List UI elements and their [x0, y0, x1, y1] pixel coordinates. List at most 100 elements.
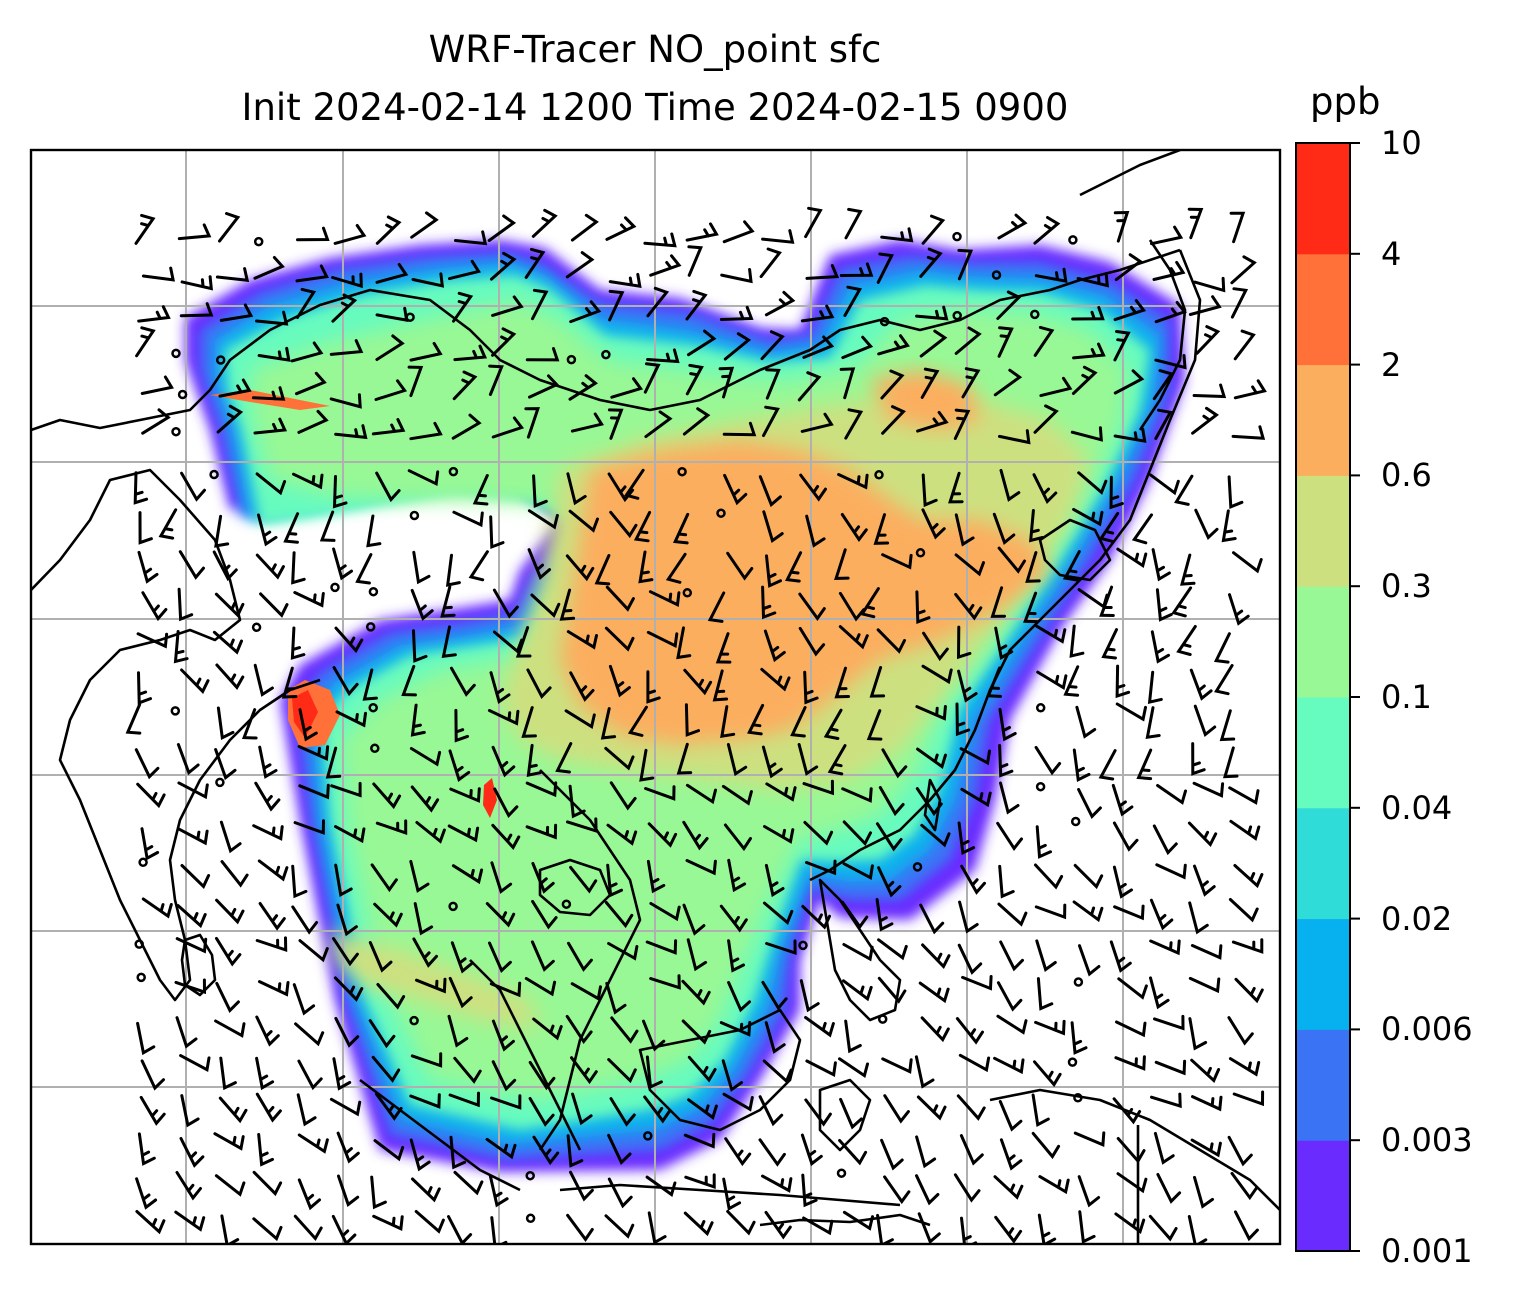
calm-wind-marker [136, 972, 146, 983]
wind-barb [255, 310, 289, 326]
wind-barb [441, 625, 457, 659]
wind-barb [255, 1015, 280, 1047]
wind-barb [1115, 664, 1131, 699]
wind-barb [1152, 824, 1178, 856]
wind-barb [531, 288, 549, 321]
wind-barb [998, 1100, 1023, 1132]
wind-barb [842, 820, 872, 847]
wind-barb [255, 553, 285, 580]
wind-barb [532, 474, 548, 508]
wind-barb [525, 823, 558, 840]
wind-barb [257, 513, 278, 547]
wind-barb [1154, 354, 1187, 370]
wind-barb [566, 472, 587, 506]
wind-barb [368, 941, 393, 973]
wind-barb [719, 305, 754, 321]
wind-barb [136, 632, 169, 649]
wind-barb [609, 510, 638, 539]
wind-barb [672, 512, 690, 545]
wind-barb [1190, 1058, 1221, 1084]
wind-barb [915, 705, 947, 721]
wind-barb [531, 899, 558, 930]
wind-barb [608, 272, 642, 289]
wind-barb [528, 374, 560, 399]
wind-barb [1114, 1212, 1146, 1235]
calm-wind-marker [405, 312, 415, 322]
wind-barb [840, 513, 868, 542]
wind-barb [568, 784, 586, 819]
wind-barb [179, 1054, 211, 1073]
wind-barb [759, 247, 782, 279]
wind-barb [914, 1055, 935, 1089]
wind-barb [762, 1059, 793, 1084]
wind-barb [722, 220, 755, 244]
calm-wind-marker [561, 899, 572, 909]
calm-wind-marker [682, 588, 693, 598]
wind-barb [1154, 408, 1173, 440]
calm-wind-marker [171, 348, 181, 359]
wind-barb [1071, 365, 1098, 395]
wind-barb [834, 666, 850, 699]
wind-barb [920, 1016, 950, 1043]
wind-barb [649, 974, 681, 990]
wind-barb [1193, 276, 1226, 293]
wind-barb [297, 1059, 323, 1091]
wind-barb [684, 1173, 716, 1189]
wind-barb [569, 671, 595, 702]
wind-barb [1191, 1095, 1223, 1112]
wind-barb [401, 664, 417, 697]
wind-barb [1150, 630, 1170, 664]
wind-barb [804, 206, 823, 239]
wind-barb [1116, 547, 1148, 569]
wind-barb [180, 1094, 200, 1128]
wind-barb [448, 976, 473, 1009]
wind-barb [362, 668, 378, 701]
wind-barb [1154, 1059, 1187, 1076]
wind-barb [1153, 1014, 1185, 1031]
calm-wind-marker [1070, 816, 1081, 827]
wind-barb [568, 509, 599, 533]
wind-barb [604, 901, 634, 929]
wind-barb [998, 744, 1014, 778]
wind-barb [453, 1056, 482, 1084]
wind-barb [1114, 253, 1143, 282]
wind-barb [1033, 404, 1059, 434]
coast-timor [759, 1213, 931, 1227]
wind-barb [843, 285, 863, 317]
wind-barb [685, 859, 717, 876]
wind-barb [213, 1132, 245, 1151]
wind-barb [844, 1019, 862, 1054]
wind-barb [175, 937, 208, 954]
wind-barb [296, 226, 330, 242]
wind-barb [919, 247, 943, 278]
wind-barb [763, 629, 786, 663]
wind-barb [959, 747, 991, 766]
wind-barb [135, 326, 156, 358]
wind-barb [996, 1014, 1028, 1035]
wind-barb [375, 215, 402, 245]
wind-barb [687, 1055, 717, 1083]
wind-barb [258, 745, 278, 779]
wind-barb [219, 303, 254, 322]
wind-barb [919, 903, 945, 935]
wind-barb [1228, 898, 1259, 923]
wind-barb [374, 379, 408, 401]
wind-barb [960, 787, 992, 808]
wind-barb [218, 378, 252, 398]
wind-barb [880, 1138, 904, 1171]
wind-barb [1221, 509, 1237, 543]
wind-barb [1214, 664, 1234, 696]
wind-barb [682, 903, 706, 936]
wind-barb [175, 1016, 198, 1049]
wind-barb [954, 513, 975, 547]
calm-wind-marker [215, 777, 225, 788]
wind-barb [137, 550, 159, 584]
wind-barb [452, 370, 478, 401]
wind-barb [800, 304, 835, 323]
calm-wind-marker [365, 622, 376, 632]
calm-wind-marker [409, 1015, 419, 1026]
wind-barb [372, 1214, 404, 1232]
wind-barb [570, 412, 604, 433]
calm-wind-marker [409, 510, 420, 521]
wind-barb [1034, 745, 1062, 776]
